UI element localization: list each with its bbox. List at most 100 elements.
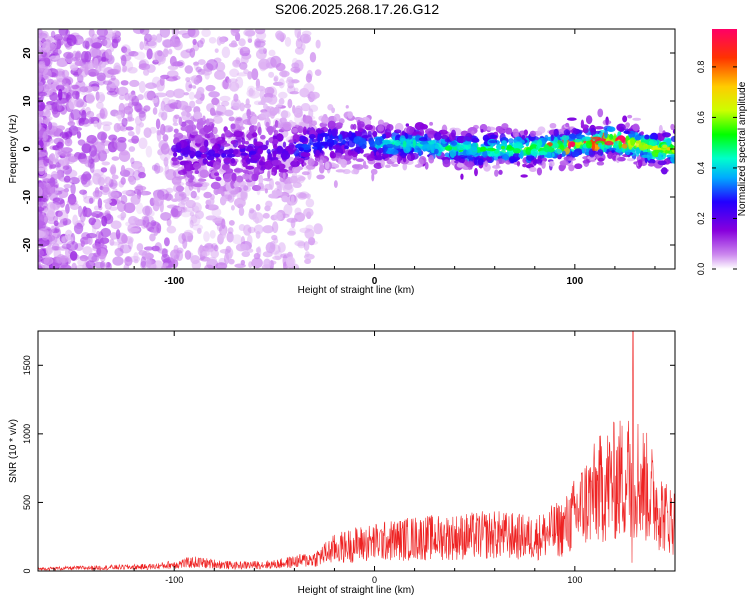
spectrogram-cell (204, 71, 210, 80)
spectrogram-cell (97, 131, 108, 141)
spectrogram-cell (87, 236, 93, 246)
spectrogram-cell (173, 128, 179, 134)
spectrogram-cell (188, 91, 195, 100)
spectrogram-cell (486, 147, 496, 152)
spectrogram-cell (247, 71, 253, 80)
spectrogram-cell (212, 161, 221, 170)
spectrogram-cell (612, 144, 618, 149)
spectrogram-cell (38, 265, 43, 269)
spectrogram-cell (232, 59, 240, 67)
spectrogram-cell (153, 194, 164, 207)
spectrogram-cell (474, 168, 478, 177)
spectrogram-cell (265, 121, 270, 128)
spectrogram-cell (38, 49, 42, 60)
spectrogram-cell (156, 188, 169, 200)
spectrogram-cell (569, 141, 576, 148)
spectrogram-cell (119, 125, 128, 132)
spectrogram-cell (145, 82, 157, 89)
spectrogram-cell (56, 141, 64, 149)
spectrogram-cell (548, 147, 555, 153)
spectrogram-cell (309, 137, 314, 146)
spectrogram-cell (358, 127, 364, 133)
spectrogram-cell (65, 203, 70, 214)
spectrogram-cell (382, 133, 387, 139)
spectrogram-cell (345, 105, 349, 109)
spectrogram-cell (57, 69, 63, 77)
spectrogram-cell (57, 170, 62, 181)
spectrogram-cell (101, 56, 107, 62)
spectrogram-cell (273, 153, 277, 158)
spectrogram-cell (81, 109, 87, 122)
spectrogram-cell (79, 189, 88, 195)
spectrogram-cell (143, 215, 154, 224)
spectrogram-cell (303, 241, 310, 251)
spectrogram-cell (303, 83, 315, 94)
spectrogram-cell (87, 158, 95, 169)
spectrogram-cell (38, 201, 44, 208)
spectrogram-cell (221, 46, 231, 59)
spectrogram-cell (402, 162, 408, 171)
spectrogram-cell (146, 222, 153, 232)
spectrogram-cell (457, 145, 465, 151)
spectrogram-cell (344, 145, 349, 150)
spectrogram-cell (108, 68, 121, 74)
spectrogram-cell (429, 121, 434, 126)
spectrogram-cell (657, 160, 667, 166)
spectrogram-cell (61, 243, 72, 250)
spectrogram-cell (418, 156, 427, 165)
spectrogram-cell (63, 51, 74, 59)
spectrogram-cell (548, 160, 555, 167)
spectrogram-cell (603, 147, 608, 153)
spectrogram-cell (302, 162, 307, 166)
spectrogram-cell (79, 254, 89, 262)
spectrogram-cell (159, 29, 171, 38)
spectrogram-cell (414, 164, 423, 168)
spectrogram-cell (440, 134, 449, 140)
spectrogram-cell (273, 129, 279, 136)
spectrogram-x-ticks: -100 0 100 (53, 29, 656, 287)
spectrogram-cell (117, 214, 126, 219)
spectrogram-cell (72, 214, 78, 226)
spectrogram-cell (203, 139, 209, 148)
spectrogram-cell (77, 66, 89, 78)
spectrogram-cell (190, 190, 197, 199)
spectrogram-cell (166, 70, 179, 79)
spectrogram-cell (275, 30, 284, 40)
spectrogram-cell (67, 193, 77, 205)
spectrogram-cell (664, 149, 670, 154)
spectrogram-cell (185, 77, 191, 82)
spectrogram-cell (211, 97, 220, 106)
spectrogram-cell (224, 109, 234, 117)
spectrogram-cell (105, 261, 111, 268)
spectrogram-cell (232, 148, 239, 155)
spectrogram-cell (221, 100, 230, 107)
spectrogram-cell (189, 219, 194, 229)
spectrogram-cell (255, 204, 261, 211)
spectrogram-cell (208, 256, 217, 265)
spectrogram-cell (482, 134, 489, 142)
spectrogram-cell (163, 237, 170, 247)
spectrogram-cell (61, 69, 70, 79)
spectrogram-cell (38, 29, 44, 37)
spectrogram-cell (231, 172, 237, 182)
spectrogram-cell (170, 208, 179, 218)
spectrogram-cell (143, 90, 154, 101)
spectrogram-cell (212, 115, 223, 124)
spectrogram-cell (99, 94, 106, 102)
spectrogram-cell (609, 133, 614, 140)
spectrogram-cell (246, 145, 254, 153)
spectrogram-cell (489, 134, 498, 139)
spectrogram-cell (175, 185, 184, 192)
spectrogram-cell (229, 81, 240, 92)
spectrogram-cell (626, 158, 635, 162)
spectrogram-cell (350, 123, 354, 130)
spectrogram-cell (79, 158, 89, 164)
spectrogram-cell (195, 98, 203, 105)
spectrogram-cell (554, 148, 563, 154)
spectrogram-cell (83, 155, 94, 168)
spectrogram-cell (138, 171, 146, 179)
spectrogram-cell (120, 55, 127, 67)
spectrogram-cell (661, 132, 671, 138)
spectrogram-cell (233, 168, 244, 173)
spectrogram-cell (156, 130, 162, 142)
